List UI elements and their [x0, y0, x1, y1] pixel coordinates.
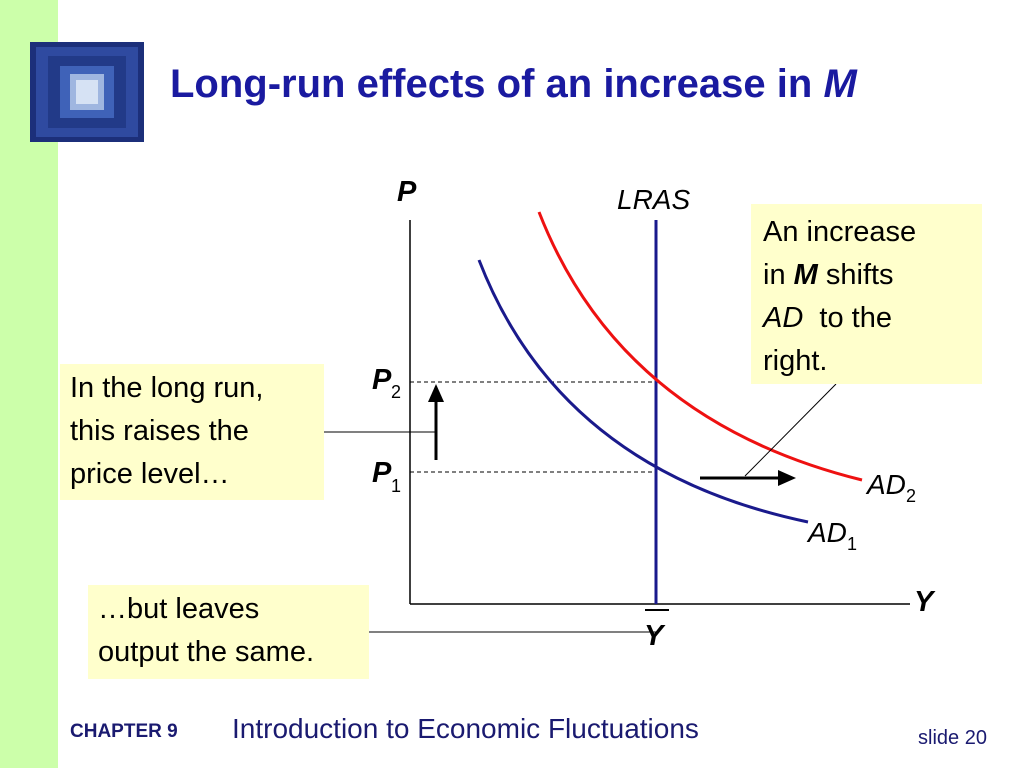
callout-right-line-2-pre: in — [763, 259, 794, 291]
ad2-label: AD — [865, 469, 906, 500]
p1-label: P — [372, 457, 392, 489]
ad1-subscript: 1 — [847, 534, 857, 554]
callout-price-level: In the long run, this raises the price l… — [60, 364, 324, 500]
ad1-label: AD — [806, 517, 847, 548]
callout-right-line-3-var: AD — [763, 302, 804, 334]
callout-bottom-line-2: output the same. — [98, 636, 315, 668]
footer-slide-number: slide 20 — [918, 727, 987, 749]
callout-left-line-3: price level… — [70, 458, 230, 490]
callout-ad-shift: An increase in M shifts AD to the right. — [751, 204, 982, 384]
logo-image — [30, 42, 144, 142]
footer-title: Introduction to Economic Fluctuations — [232, 713, 699, 744]
ad2-curve — [537, 211, 863, 482]
p1-subscript: 1 — [391, 476, 401, 496]
x-axis-label: Y — [914, 586, 936, 618]
callout-right-line-1: An increase — [763, 216, 917, 248]
slide-title: Long-run effects of an increase in M — [170, 62, 857, 107]
ad1-curve — [477, 259, 809, 524]
p2-label: P — [372, 364, 392, 396]
callout-right-line-2-var: M — [793, 259, 818, 291]
callout-output-same: …but leaves output the same. — [88, 585, 369, 679]
callout-right-line-4: right. — [763, 345, 828, 377]
price-increase-arrow-head — [428, 384, 444, 402]
footer-chapter: CHAPTER 9 — [70, 721, 178, 742]
ad2-subscript: 2 — [906, 486, 916, 506]
callout-left-line-1: In the long run, — [70, 372, 264, 404]
p2-subscript: 2 — [391, 382, 401, 402]
callout-right-pointer — [744, 383, 837, 477]
callout-left-line-2: this raises the — [70, 415, 249, 447]
callout-right-line-3-post: to the — [803, 302, 892, 334]
ad-shift-arrow-head — [778, 470, 796, 486]
y-axis-label: P — [397, 176, 417, 208]
title-text: Long-run effects of an increase in — [170, 62, 824, 106]
callout-right-line-2: in M shifts — [763, 254, 982, 297]
lras-label: LRAS — [617, 184, 690, 215]
callout-right-line-3: AD to the — [763, 297, 982, 340]
title-variable: M — [823, 62, 857, 106]
callout-right-line-2-post: shifts — [817, 259, 894, 291]
callout-bottom-line-1: …but leaves — [98, 593, 260, 625]
ybar-label: Y — [644, 620, 666, 652]
